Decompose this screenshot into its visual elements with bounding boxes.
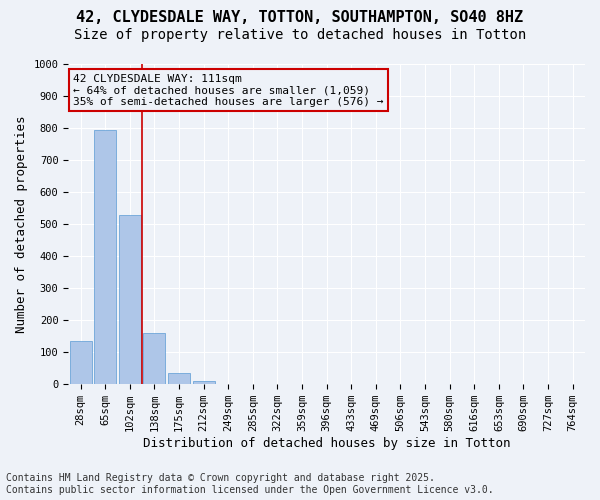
Text: 42, CLYDESDALE WAY, TOTTON, SOUTHAMPTON, SO40 8HZ: 42, CLYDESDALE WAY, TOTTON, SOUTHAMPTON,… xyxy=(76,10,524,25)
Bar xyxy=(94,130,116,384)
X-axis label: Distribution of detached houses by size in Totton: Distribution of detached houses by size … xyxy=(143,437,511,450)
Text: Size of property relative to detached houses in Totton: Size of property relative to detached ho… xyxy=(74,28,526,42)
Bar xyxy=(193,381,215,384)
Bar xyxy=(70,341,92,384)
Bar xyxy=(119,214,141,384)
Text: Contains HM Land Registry data © Crown copyright and database right 2025.
Contai: Contains HM Land Registry data © Crown c… xyxy=(6,474,494,495)
Y-axis label: Number of detached properties: Number of detached properties xyxy=(15,116,28,333)
Bar xyxy=(143,333,166,384)
Text: 42 CLYDESDALE WAY: 111sqm
← 64% of detached houses are smaller (1,059)
35% of se: 42 CLYDESDALE WAY: 111sqm ← 64% of detac… xyxy=(73,74,384,107)
Bar xyxy=(168,373,190,384)
